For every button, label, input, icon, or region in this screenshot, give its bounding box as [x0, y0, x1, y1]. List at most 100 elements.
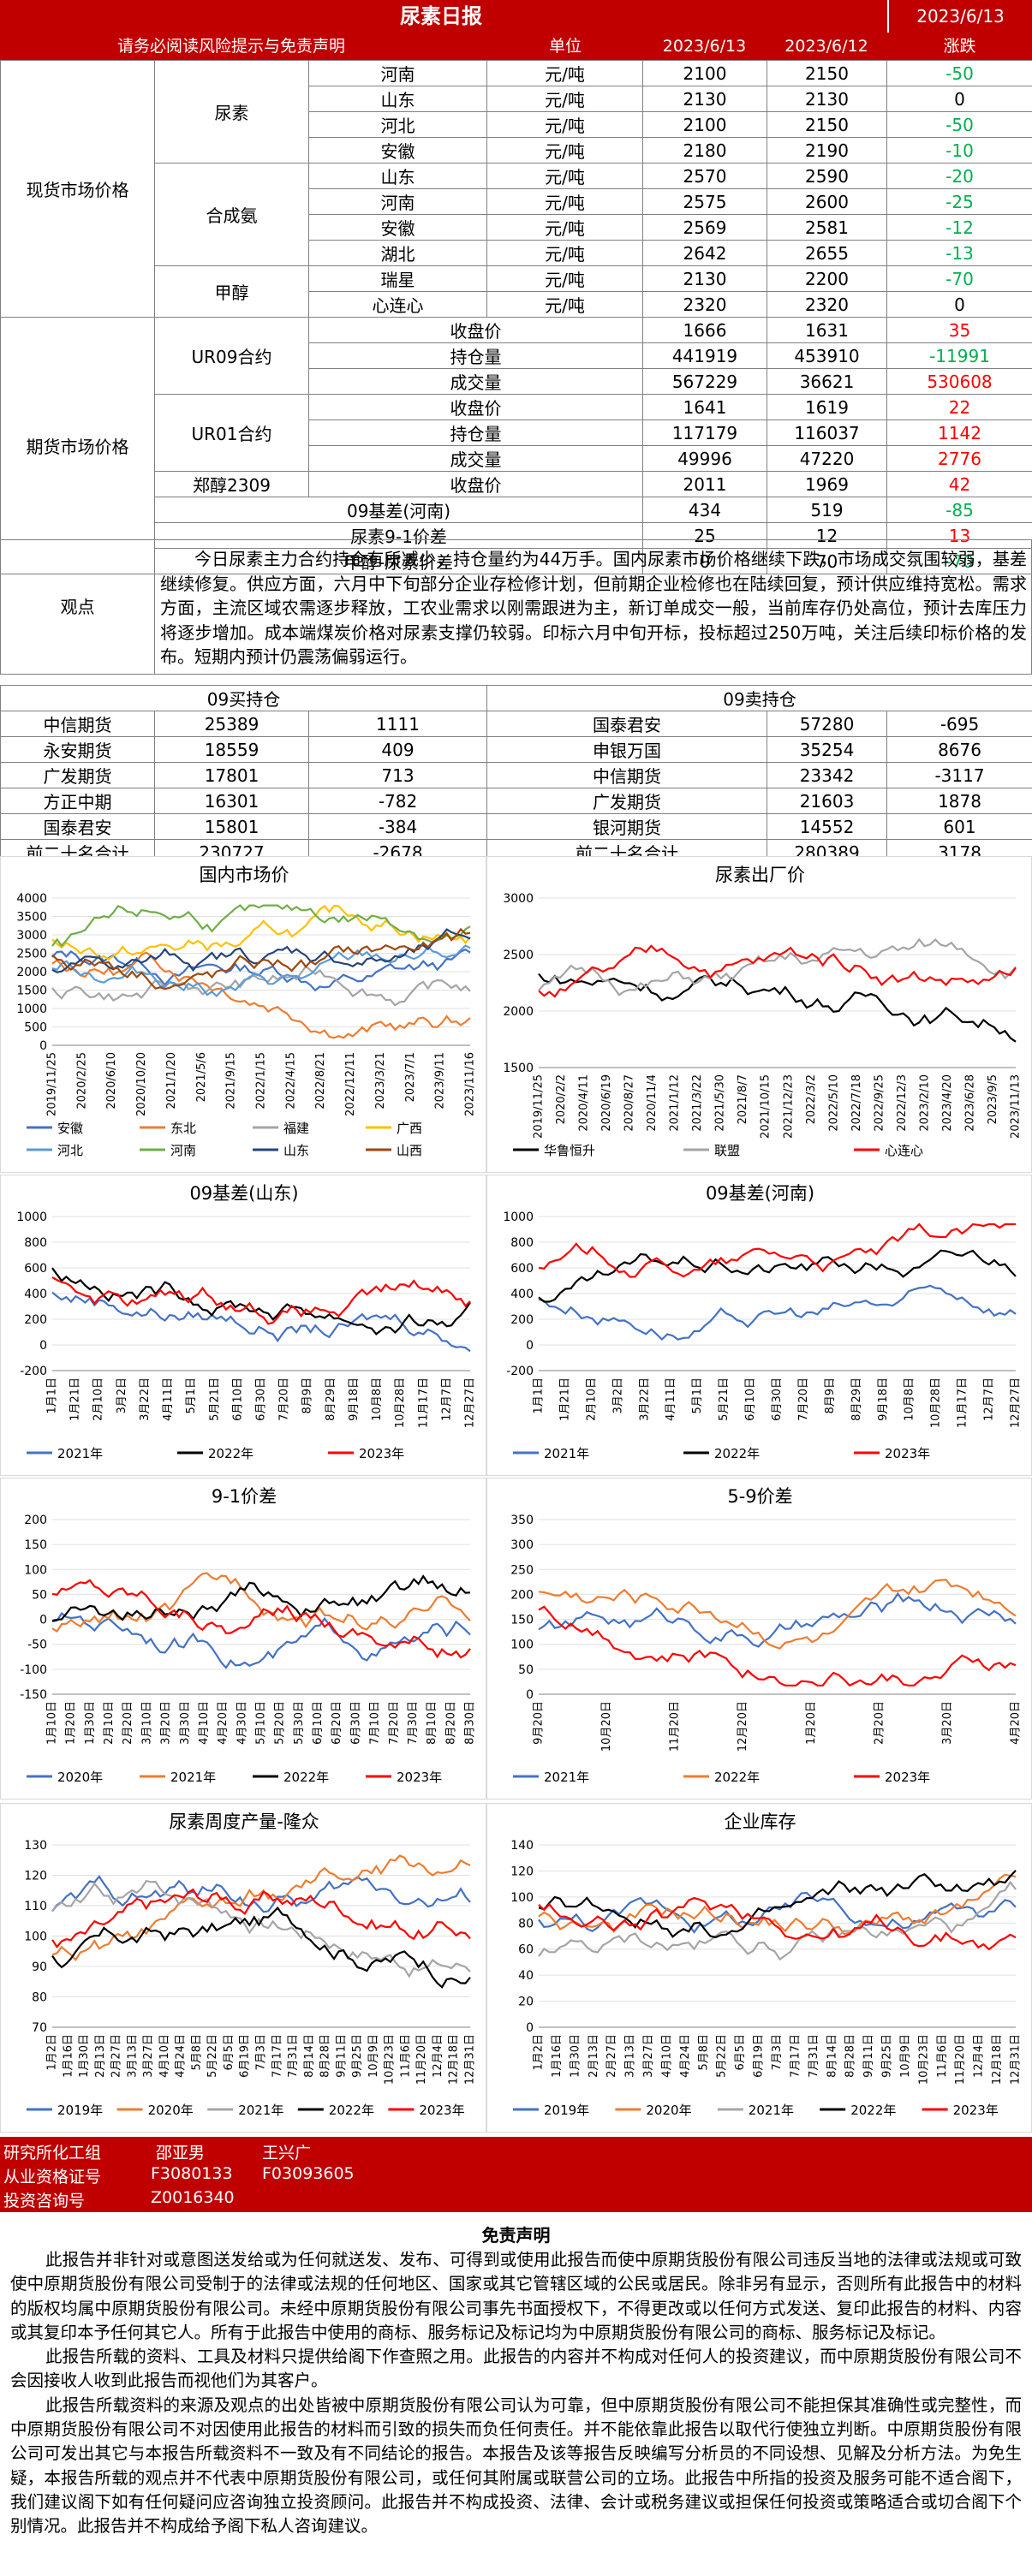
volume: 17801 [154, 762, 309, 788]
x-tick: 11月17日 [417, 1377, 430, 1428]
x-tick: 2022/3/2 [805, 1074, 818, 1124]
x-tick: 3月20日 [941, 1701, 954, 1745]
x-tick: 2020/4/11 [578, 1074, 591, 1132]
x-tick: 5月1日 [185, 1377, 198, 1414]
change: 8676 [886, 736, 1032, 763]
x-tick: 1月30日 [84, 1701, 97, 1745]
change: 713 [307, 762, 488, 788]
metric: 持仓量 [308, 342, 643, 369]
x-tick: 2021/1/12 [669, 1074, 682, 1132]
x-tick: 1月16日 [62, 2034, 75, 2078]
series-line [538, 1896, 1017, 1951]
metric: 成交量 [308, 445, 643, 472]
x-tick: 4月24日 [175, 2034, 188, 2078]
price-prev: 2590 [767, 163, 887, 189]
series-line [538, 1870, 1017, 1939]
legend-label: 联盟 [714, 1143, 740, 1158]
x-tick: 6月5日 [734, 2034, 747, 2071]
volume: 18559 [154, 736, 309, 763]
x-tick: 10月28日 [930, 1377, 943, 1428]
contract-label: UR01合约 [154, 394, 309, 472]
broker: 中信期货 [486, 762, 768, 788]
y-tick: 800 [510, 1236, 534, 1250]
price-today: 2130 [642, 86, 767, 112]
y-tick: 70 [32, 2021, 47, 2035]
series-line [51, 1276, 471, 1325]
price-today: 2569 [642, 214, 767, 241]
legend-label: 2022年 [329, 2103, 374, 2118]
x-tick: 8月20日 [444, 1701, 457, 1745]
chart-title: 国内市场价 [200, 865, 289, 885]
broker: 申银万国 [486, 736, 768, 763]
price-today: 2100 [642, 60, 767, 86]
position-row: 永安期货 18559 409 申银万国 35254 8676 [0, 736, 1032, 763]
series-line [51, 965, 471, 1007]
position-table: 09买持仓 09卖持仓 中信期货 25389 1111 国泰君安 57280 -695 永安期货… [0, 685, 1032, 866]
metric: 收盘价 [308, 317, 643, 343]
x-tick: 8月30日 [464, 1701, 477, 1745]
x-tick: 4月10日 [198, 1701, 211, 1745]
spot-row: 河北 元/吨 2100 2150 -50 [1, 111, 1032, 138]
chart-2: 09基差(山东) -200 0 200 400 600 800 1000 1月1日 1月21日 2月… [0, 1175, 486, 1476]
x-tick: 2021/9/15 [225, 1052, 238, 1110]
x-tick: 5月8日 [697, 2034, 710, 2071]
x-tick: 1月10日 [46, 1701, 59, 1745]
legend-label: 2023年 [419, 2103, 464, 2118]
x-tick: 1月30日 [569, 2034, 582, 2078]
series-line [51, 1906, 471, 1989]
risk-notice-link[interactable]: 请务必阅读风险提示与免责声明 [116, 37, 345, 56]
series-line [538, 1880, 1017, 1961]
change: -70 [886, 265, 1032, 292]
y-tick: 600 [510, 1262, 534, 1276]
x-tick: 8月10日 [426, 1701, 438, 1745]
series-line [51, 1888, 471, 1948]
y-tick: 400 [510, 1288, 534, 1301]
disclaimer-title: 免责声明 [481, 2225, 551, 2246]
y-tick: 800 [24, 1236, 47, 1250]
volume: 35254 [767, 736, 888, 763]
broker: 方正中期 [0, 788, 155, 814]
x-tick: 11月17日 [957, 1377, 969, 1428]
x-tick: 2月20日 [873, 1701, 886, 1745]
legend-label: 2022年 [714, 1446, 760, 1461]
futures-row: 成交量 567229 36621 530608 [1, 368, 1032, 395]
price-today: 2570 [642, 163, 767, 189]
x-tick: 1月2日 [533, 2034, 546, 2071]
chart-svg: 企业库存 0 20 40 60 80 100 120 140 1月2日 1月16日 1月30日 2月13… [510, 1812, 1022, 2118]
x-tick: 4月11日 [162, 1377, 175, 1421]
region: 湖北 [308, 240, 487, 266]
y-tick: -200 [506, 1365, 534, 1378]
x-tick: 2月10日 [103, 1701, 116, 1745]
x-tick: 4月30日 [236, 1701, 248, 1745]
contract-label: 郑醇2309 [154, 471, 309, 497]
region: 山东 [308, 163, 487, 189]
change: -85 [886, 497, 1032, 523]
x-tick: 3月20日 [160, 1701, 173, 1745]
legend-label: 2023年 [885, 1446, 930, 1461]
chart-title: 09基差(山东) [189, 1183, 298, 1204]
legend-label: 2022年 [208, 1446, 254, 1461]
legend-label: 2019年 [57, 2103, 103, 2118]
x-tick: 2020/2/2 [555, 1074, 568, 1124]
x-tick: 9月20日 [533, 1701, 546, 1745]
broker: 国泰君安 [486, 711, 768, 737]
price-prev: 2655 [767, 240, 887, 266]
y-tick: -150 [20, 1688, 47, 1702]
y-tick: 400 [24, 1288, 47, 1301]
analyst-1: 邵亚男 [156, 2144, 206, 2163]
y-tick: -200 [20, 1365, 47, 1378]
legend-label: 华鲁恒升 [544, 1143, 595, 1158]
x-tick: 7月30日 [407, 1701, 420, 1745]
broker: 永安期货 [0, 736, 155, 763]
x-tick: 8月29日 [850, 1377, 863, 1421]
change: -695 [886, 711, 1032, 737]
y-tick: 0 [39, 1039, 47, 1053]
broker: 广发期货 [0, 762, 155, 788]
broker: 中信期货 [0, 711, 155, 737]
y-tick: 2500 [16, 948, 47, 961]
y-tick: 0 [526, 2021, 534, 2035]
consult-no: Z0016340 [151, 2188, 235, 2207]
change: -12 [886, 214, 1032, 241]
unit: 元/吨 [486, 214, 643, 241]
x-tick: 10月8日 [904, 1377, 916, 1421]
